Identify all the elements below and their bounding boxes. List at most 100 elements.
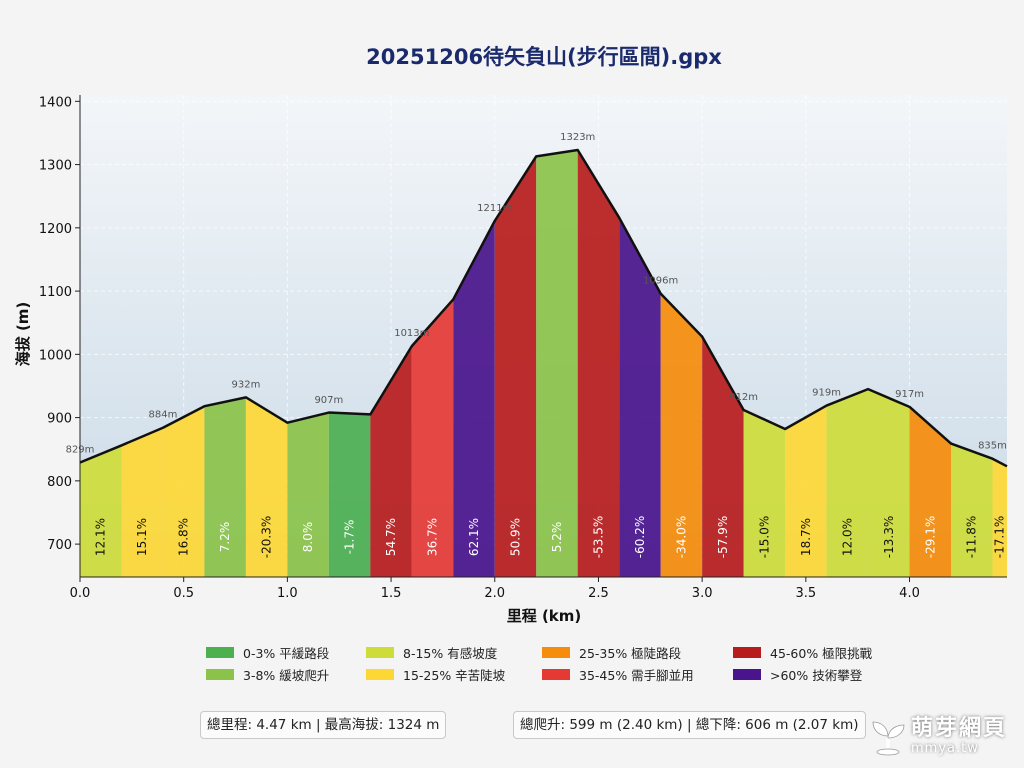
x-axis-label: 里程 (km) (507, 607, 582, 625)
watermark-url: mmya.tw (911, 740, 979, 756)
slope-segment (245, 397, 288, 577)
slope-segments (80, 150, 1007, 577)
legend-swatch (542, 668, 570, 680)
y-tick-label: 700 (47, 538, 72, 553)
slope-segment (453, 220, 495, 577)
legend-swatch (206, 646, 234, 658)
grade-label: 5.2% (550, 522, 564, 553)
elevation-annotation: 1096m (643, 276, 678, 287)
grade-label: 16.8% (177, 518, 191, 556)
legend-swatch (366, 668, 394, 680)
x-tick-label: 4.0 (899, 586, 920, 601)
x-tick-label: 3.0 (692, 586, 713, 601)
elevation-annotation: 932m (231, 379, 260, 390)
grade-label: -34.0% (674, 516, 688, 558)
grade-label: -57.9% (716, 516, 730, 558)
legend-swatch (733, 668, 761, 680)
legend-item: 35-45% 需手腳並用 (542, 666, 733, 683)
grade-label: 50.9% (509, 518, 523, 556)
slope-segment (619, 217, 661, 577)
x-tick-label: 0.5 (173, 586, 194, 601)
elevation-annotation: 917m (895, 389, 924, 400)
legend-item: >60% 技術攀登 (733, 666, 903, 683)
slope-segment (536, 150, 578, 577)
grade-label: 7.2% (218, 522, 232, 553)
stats-ascent-descent: 總爬升: 599 m (2.40 km) | 總下降: 606 m (2.07 … (513, 711, 866, 739)
y-tick-label: 800 (47, 475, 72, 490)
grade-label: -29.1% (923, 516, 937, 558)
legend-item: 45-60% 極限挑戰 (733, 644, 903, 661)
slope-segment (785, 405, 827, 577)
legend-item: 15-25% 辛苦陡坡 (366, 666, 542, 683)
y-tick-label: 1300 (39, 159, 72, 174)
slope-segment (162, 406, 205, 577)
slope-segment (743, 410, 786, 577)
slope-segment (868, 389, 910, 577)
grade-label: -20.3% (260, 516, 274, 558)
x-tick-label: 2.5 (588, 586, 609, 601)
x-tick-label: 3.5 (795, 586, 816, 601)
legend-label: 35-45% 需手腳並用 (579, 667, 694, 683)
y-tick-label: 1400 (39, 95, 72, 110)
legend-label: 0-3% 平緩路段 (243, 645, 330, 661)
legend-label: 8-15% 有感坡度 (403, 645, 498, 661)
slope-segment (80, 445, 122, 577)
profile-line-group (79, 148, 1008, 468)
grade-label: 18.7% (799, 518, 813, 556)
stats-distance-elevation: 總里程: 4.47 km | 最高海拔: 1324 m (200, 711, 447, 739)
axes: 700 800 900 1000 1100 1200 1300 1400 0.0 0.5 1.0 1.… (39, 95, 1007, 601)
slope-segment (494, 156, 537, 577)
slope-segment (909, 406, 952, 577)
slope-segment (951, 443, 993, 577)
elevation-annotation: 919m (812, 388, 841, 399)
grade-label: 15.1% (135, 518, 149, 556)
x-tick-label: 1.0 (277, 586, 298, 601)
elevation-annotation: 1323m (560, 132, 595, 143)
elevation-chart: 20251206待矢負山(步行區間).gpx 12.1% 15.1% 16.8% 7.… (14, 45, 1008, 625)
grade-label: 12.0% (840, 518, 854, 556)
slope-segment (121, 427, 163, 577)
slope-segment (287, 412, 329, 577)
grade-label: 36.7% (426, 518, 440, 556)
grade-label: -11.8% (965, 516, 979, 558)
legend-item: 8-15% 有感坡度 (366, 644, 542, 661)
grade-label: -60.2% (633, 516, 647, 558)
y-tick-label: 1200 (39, 222, 72, 237)
slope-segment (826, 389, 869, 577)
watermark-title: 萌芽網頁 (911, 715, 1008, 741)
slope-segment (328, 412, 371, 577)
y-axis-label: 海拔 (m) (14, 302, 32, 367)
legend-label: 45-60% 極限挑戰 (770, 645, 873, 661)
grade-labels: 12.1% 15.1% 16.8% 7.2% -20.3% 8.0% -1.7% 54.7% 3… (94, 516, 1007, 558)
elevation-annotation: 1211m (477, 203, 512, 214)
x-tick-label: 2.0 (484, 586, 505, 601)
legend-item: 0-3% 平緩路段 (206, 644, 366, 661)
slope-segment (577, 150, 620, 577)
x-tick-label: 0.0 (70, 586, 91, 601)
legend-swatch (206, 668, 234, 680)
y-tick-label: 1000 (39, 348, 72, 363)
y-tick-label: 1100 (39, 285, 72, 300)
slope-segment (660, 293, 703, 577)
chart-title: 20251206待矢負山(步行區間).gpx (366, 45, 722, 69)
legend-label: >60% 技術攀登 (770, 667, 863, 683)
watermark: 萌芽網頁 mmya.tw (868, 716, 1007, 756)
legend-label: 3-8% 緩坡爬升 (243, 667, 330, 683)
grade-label: -13.3% (882, 516, 896, 558)
sprout-logo-icon (872, 721, 905, 756)
slope-segment (411, 299, 454, 577)
legend-label: 15-25% 辛苦陡坡 (403, 667, 506, 683)
grade-label: -17.1% (993, 516, 1007, 558)
slope-segment (992, 458, 1007, 577)
legend-swatch (733, 646, 761, 658)
grade-label: 12.1% (94, 518, 108, 556)
x-tick-label: 1.5 (381, 586, 402, 601)
grade-label: 62.1% (467, 518, 481, 556)
grade-label: -1.7% (343, 520, 357, 555)
elevation-annotation: 835m (978, 441, 1007, 452)
elevation-profile-line (79, 148, 1008, 468)
legend-item: 25-35% 極陡路段 (542, 644, 733, 661)
legend: 0-3% 平緩路段 8-15% 有感坡度 25-35% 極陡路段 45-60% … (206, 644, 903, 683)
legend-item: 3-8% 緩坡爬升 (206, 666, 366, 683)
elevation-annotation: 1013m (394, 328, 429, 339)
